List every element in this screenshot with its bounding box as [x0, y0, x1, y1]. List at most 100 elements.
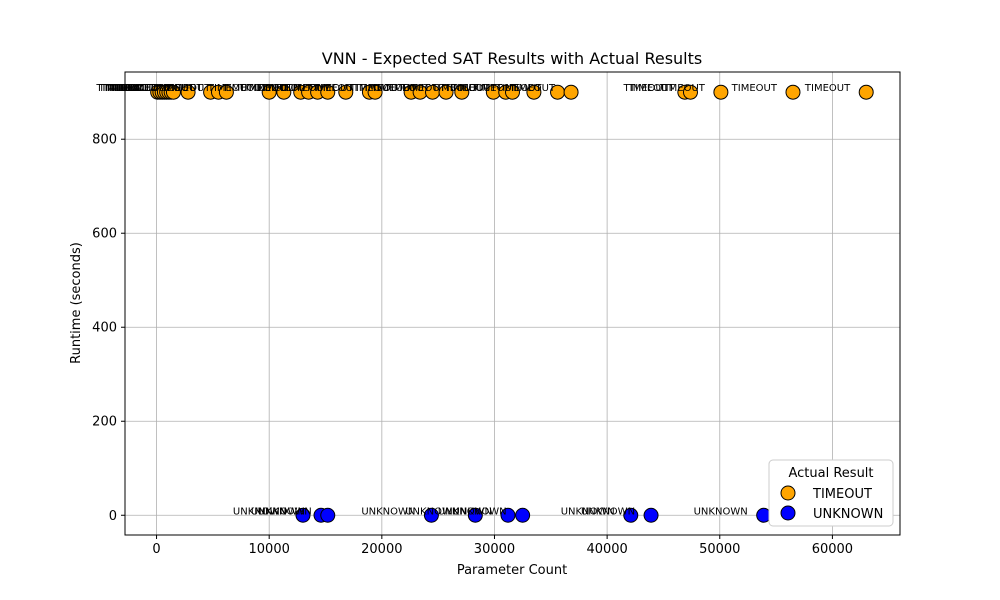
point-label-timeout: TIMEOUT: [107, 83, 154, 94]
point-label-timeout: TIMEOUT: [283, 83, 330, 94]
y-tick-label: 200: [92, 415, 117, 430]
x-axis-label: Parameter Count: [457, 563, 567, 578]
x-tick-label: 30000: [474, 542, 515, 557]
point-label-timeout: TIMEOUT: [98, 83, 145, 94]
point-label-timeout: TIMEOUT: [495, 83, 542, 94]
point-timeout: [713, 84, 729, 100]
point-label-timeout: TIMEOUT: [358, 83, 405, 94]
chart-title: VNN - Expected SAT Results with Actual R…: [322, 49, 702, 68]
legend-label-timeout: TIMEOUT: [812, 487, 872, 502]
point-timeout: [526, 84, 542, 100]
point-unknown: [423, 507, 439, 523]
point-label-timeout: TIMEOUT: [222, 83, 269, 94]
point-timeout: [438, 84, 454, 100]
point-label-timeout: TIMEOUT: [431, 83, 478, 94]
point-label-timeout: TIMEOUT: [472, 83, 519, 94]
legend-title: Actual Result: [788, 466, 873, 481]
x-tick-label: 40000: [586, 542, 627, 557]
point-label-timeout: TIMEOUT: [102, 83, 149, 94]
point-unknown: [515, 507, 531, 523]
point-label-timeout: TIMEOUT: [100, 83, 147, 94]
point-label-timeout: TIMEOUT: [148, 83, 195, 94]
point-unknown: [643, 507, 659, 523]
y-tick-label: 400: [92, 321, 117, 336]
point-timeout: [261, 84, 277, 100]
point-label-timeout: TIMEOUT: [509, 83, 556, 94]
point-label-unknown: UNKNOWN: [251, 506, 305, 517]
point-label-timeout: TIMEOUT: [384, 83, 431, 94]
point-label-timeout: TIMEOUT: [628, 83, 675, 94]
point-timeout: [563, 84, 579, 100]
point-timeout: [858, 84, 874, 100]
point-unknown: [467, 507, 483, 523]
point-label-timeout: TIMEOUT: [95, 83, 142, 94]
point-label-timeout: TIMEOUT: [109, 83, 156, 94]
point-label-timeout: TIMEOUT: [255, 83, 302, 94]
point-label-unknown: UNKNOWN: [361, 506, 415, 517]
point-timeout: [338, 84, 354, 100]
point-label-timeout: TIMEOUT: [111, 83, 158, 94]
point-label-unknown: UNKNOWN: [561, 506, 615, 517]
point-timeout: [367, 84, 383, 100]
point-unknown: [295, 507, 311, 523]
point-label-timeout: TIMEOUT: [238, 83, 285, 94]
point-label-timeout: TIMEOUT: [307, 83, 354, 94]
point-label-timeout: TIMEOUT: [265, 83, 312, 94]
point-timeout: [320, 84, 336, 100]
y-tick-label: 0: [109, 509, 117, 524]
point-labels: TIMEOUTTIMEOUTTIMEOUTTIMEOUTTIMEOUTTIMEO…: [95, 83, 851, 517]
point-label-timeout: TIMEOUT: [349, 83, 396, 94]
point-label-timeout: TIMEOUT: [207, 83, 254, 94]
x-tick-label: 10000: [249, 542, 290, 557]
point-label-timeout: TIMEOUT: [399, 83, 446, 94]
x-tick-label: 50000: [699, 542, 740, 557]
legend: Actual Result TIMEOUT UNKNOWN: [768, 459, 894, 527]
point-label-timeout: TIMEOUT: [104, 83, 151, 94]
point-label-unknown: UNKNOWN: [581, 506, 635, 517]
point-label-timeout: TIMEOUT: [164, 83, 211, 94]
point-label-unknown: UNKNOWN: [258, 506, 312, 517]
point-timeout: [454, 84, 470, 100]
x-tick-label: 0: [152, 542, 160, 557]
grid-lines: [125, 72, 900, 535]
y-tick-label: 800: [92, 133, 117, 148]
point-label-timeout: TIMEOUT: [623, 83, 670, 94]
plot-frame: [124, 71, 901, 536]
point-label-timeout: TIMEOUT: [126, 83, 173, 94]
point-label-unknown: UNKNOWN: [233, 506, 287, 517]
point-label-timeout: TIMEOUT: [731, 83, 778, 94]
point-timeout: [682, 84, 698, 100]
point-label-timeout: TIMEOUT: [659, 83, 706, 94]
data-points: [150, 84, 874, 523]
point-label-timeout: TIMEOUT: [156, 83, 203, 94]
point-timeout: [180, 84, 196, 100]
point-label-timeout: TIMEOUT: [246, 83, 293, 94]
point-timeout: [165, 84, 181, 100]
legend-marker-timeout: [780, 485, 796, 501]
point-unknown: [623, 507, 639, 523]
point-unknown: [320, 507, 336, 523]
point-timeout: [785, 84, 801, 100]
point-label-timeout: TIMEOUT: [804, 83, 851, 94]
point-label-timeout: TIMEOUT: [313, 83, 360, 94]
legend-frame: [768, 459, 894, 527]
y-axis-label: Runtime (seconds): [69, 242, 84, 364]
point-label-unknown: UNKNOWN: [694, 506, 748, 517]
y-tick-label: 600: [92, 227, 117, 242]
point-label-timeout: TIMEOUT: [443, 83, 490, 94]
axes: 0 10000 20000 30000 40000 50000 60000 0 200 400 60…: [92, 133, 853, 557]
point-timeout: [276, 84, 292, 100]
point-label-unknown: UNKNOWN: [405, 506, 459, 517]
x-tick-label: 20000: [361, 542, 402, 557]
point-unknown: [500, 507, 516, 523]
point-timeout: [218, 84, 234, 100]
x-tick-label: 60000: [812, 542, 853, 557]
point-label-timeout: TIMEOUT: [370, 83, 417, 94]
point-label-unknown: UNKNOWN: [453, 506, 507, 517]
point-label-timeout: TIMEOUT: [450, 83, 497, 94]
point-label-unknown: UNKNOWN: [438, 506, 492, 517]
legend-label-unknown: UNKNOWN: [813, 507, 883, 522]
point-timeout: [505, 84, 520, 100]
legend-marker-unknown: [780, 505, 796, 521]
